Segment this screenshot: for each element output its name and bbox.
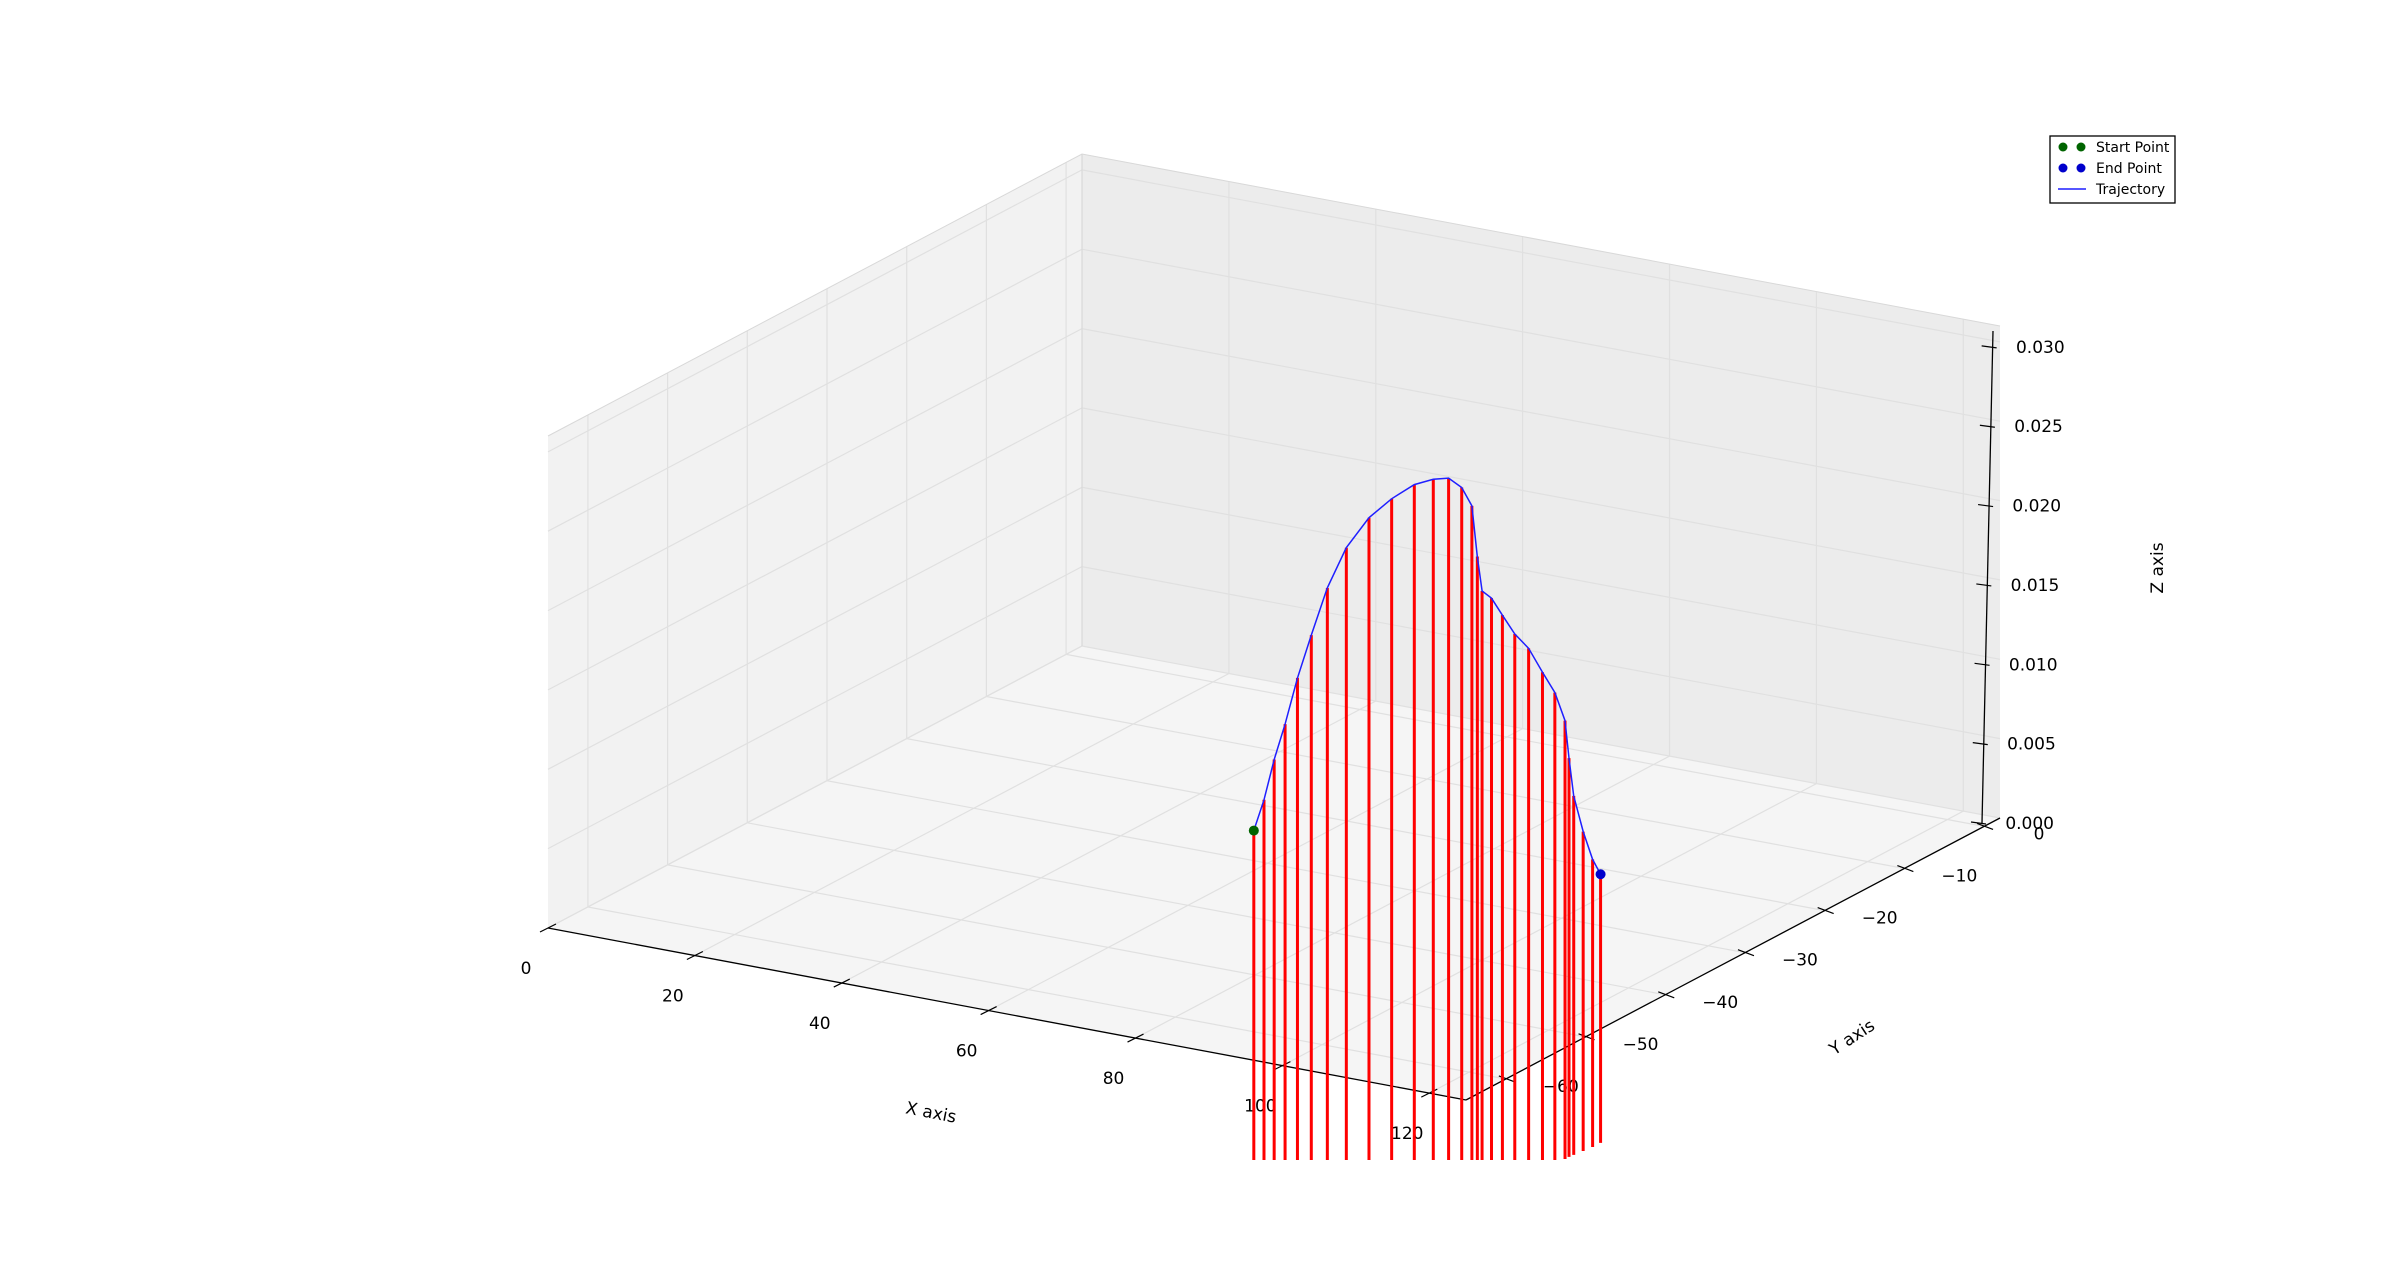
legend-start-label: Start Point <box>2096 140 2170 156</box>
z-tick-3 <box>1976 583 1992 587</box>
legend-end-marker <box>2058 163 2068 173</box>
chart-trajectory <box>1253 477 1602 875</box>
y-tick-label-1: −10 <box>1941 867 1977 887</box>
x-tick-1 <box>686 950 704 961</box>
z-axis-line <box>1981 330 1994 824</box>
y-tick-0 <box>1976 822 1994 830</box>
x-axis-line <box>547 927 1467 1101</box>
x-tick-label-1: 20 <box>662 987 684 1007</box>
x-axis-label: X axis <box>904 1098 958 1127</box>
z-tick-6 <box>1981 345 1997 349</box>
y-tick-2 <box>1817 907 1834 915</box>
x-tick-2 <box>833 978 851 988</box>
y-tick-4 <box>1658 991 1675 999</box>
legend-end-label: End Point <box>2096 161 2162 177</box>
x-tick-label-3: 60 <box>956 1042 978 1062</box>
x-tick-0 <box>539 923 557 933</box>
z-tick-label-4: 0.020 <box>2012 497 2061 517</box>
y-tick-label-4: −40 <box>1702 993 1738 1013</box>
x-tick-label-2: 40 <box>809 1014 831 1034</box>
z-tick-label-0: 0.000 <box>2005 814 2054 834</box>
z-tick-label-2: 0.010 <box>2009 655 2058 675</box>
legend-trajectory-label: Trajectory <box>2095 182 2165 198</box>
legend: Start Point End Point Trajectory <box>2049 135 2176 204</box>
x-tick-4 <box>1127 1033 1144 1043</box>
trajectory-line <box>1253 477 1602 875</box>
y-tick-label-5: −50 <box>1623 1035 1659 1055</box>
legend-start-marker <box>2058 142 2068 152</box>
end-point-marker <box>1595 869 1606 880</box>
y-tick-label-2: −20 <box>1862 909 1898 929</box>
legend-start-marker-2 <box>2076 142 2086 152</box>
x-tick-5 <box>1274 1061 1291 1071</box>
z-tick-0 <box>1970 821 1987 825</box>
y-tick-label-0: 0 <box>2034 824 2045 844</box>
z-axis-label: Z axis <box>2148 542 2168 593</box>
legend-end-marker-2 <box>2076 163 2086 173</box>
y-axis-label: Y axis <box>1825 1016 1879 1061</box>
z-tick-label-1: 0.005 <box>2007 735 2056 755</box>
x-tick-label-0: 0 <box>521 959 532 979</box>
legend-box <box>2049 135 2176 204</box>
x-tick-label-5: 100 <box>1244 1097 1276 1117</box>
x-tick-3 <box>980 1006 997 1016</box>
chart-markers <box>1248 825 1606 880</box>
z-tick-5 <box>1979 424 1995 428</box>
y-tick-label-3: −30 <box>1782 951 1818 971</box>
start-point-marker <box>1248 825 1259 836</box>
x-tick-label-4: 80 <box>1103 1069 1125 1089</box>
x-tick-label-6: 120 <box>1391 1124 1423 1144</box>
y-tick-1 <box>1897 864 1914 873</box>
z-tick-label-6: 0.030 <box>2016 338 2065 358</box>
pane-left <box>548 154 1082 928</box>
z-tick-label-5: 0.025 <box>2014 417 2063 437</box>
chart-stems <box>1252 478 1603 1160</box>
z-tick-4 <box>1978 503 1994 508</box>
z-tick-2 <box>1974 662 1990 666</box>
y-tick-3 <box>1737 949 1755 957</box>
z-tick-1 <box>1972 742 1988 746</box>
z-tick-label-3: 0.015 <box>2011 576 2060 596</box>
